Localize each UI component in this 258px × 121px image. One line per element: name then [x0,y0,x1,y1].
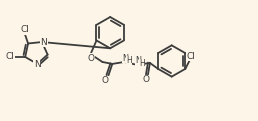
Text: N: N [122,54,128,63]
Text: H: H [126,57,132,65]
Text: H: H [139,59,145,68]
Text: O: O [142,75,149,84]
Text: N: N [41,38,47,47]
Text: O: O [87,54,94,63]
Text: N: N [135,57,141,65]
Text: Cl: Cl [187,52,196,61]
Text: N: N [34,60,41,69]
Text: O: O [102,76,109,85]
Text: Cl: Cl [21,25,29,34]
Text: Cl: Cl [6,53,15,61]
